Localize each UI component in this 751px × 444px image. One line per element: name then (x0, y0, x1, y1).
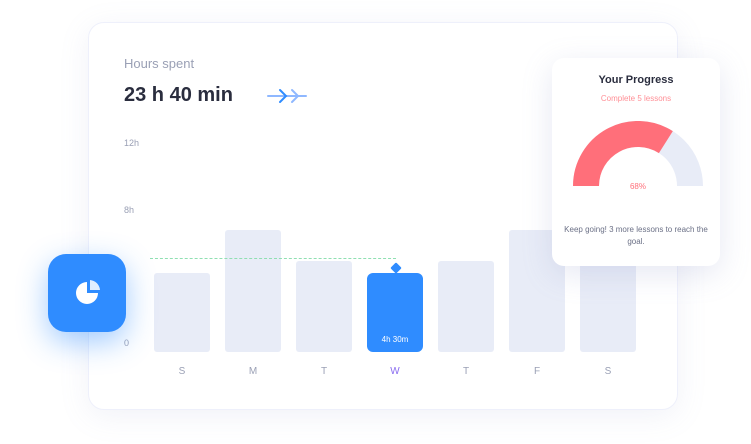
x-tick-label: W (390, 366, 400, 377)
progress-title: Your Progress (598, 74, 674, 86)
chart-bar[interactable]: 4h 30m (367, 273, 423, 352)
chart-bar[interactable] (438, 261, 494, 352)
x-tick-label: M (248, 366, 258, 377)
pie-chart-icon-tile[interactable] (48, 254, 126, 332)
hours-spent-label: Hours spent (124, 56, 195, 71)
progress-gauge: 68% (573, 121, 703, 201)
progress-note: Keep going! 3 more lessons to reach the … (564, 225, 708, 246)
y-tick-label: 0 (124, 338, 130, 348)
x-tick-label: S (604, 366, 612, 377)
goal-line (150, 257, 396, 259)
x-tick-label: T (320, 366, 328, 377)
chart-bar[interactable] (296, 261, 352, 352)
chart-bar[interactable] (154, 273, 210, 352)
x-tick-label: T (462, 366, 470, 377)
progress-subtitle: Complete 5 lessons (600, 94, 672, 103)
y-tick-label: 12h (124, 138, 140, 148)
progress-card: Your Progress Complete 5 lessons 68% Kee… (552, 58, 720, 266)
chart-bar[interactable] (225, 229, 281, 352)
hours-spent-value: 23 h 40 min (124, 84, 233, 106)
pie-chart-icon (76, 280, 100, 304)
y-tick-label: 8h (124, 205, 135, 215)
x-tick-label: F (533, 366, 541, 377)
progress-percent: 68% (630, 182, 646, 191)
bar-value-label: 4h 30m (381, 335, 409, 344)
chart-bar[interactable] (580, 261, 636, 352)
trend-arrow-icon (267, 89, 307, 103)
x-tick-label: S (178, 366, 186, 377)
